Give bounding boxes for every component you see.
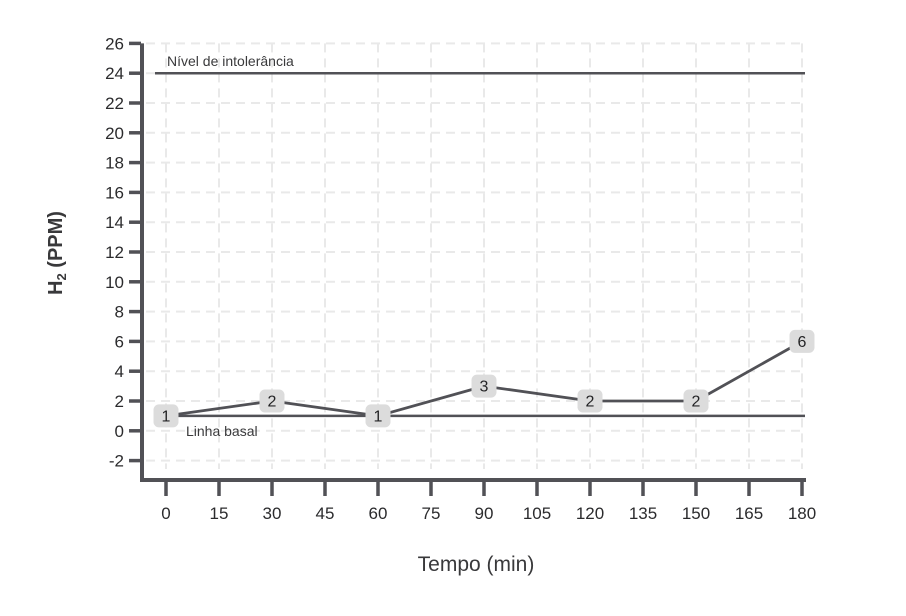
x-tick-label: 135 — [629, 504, 657, 523]
y-axis-title: H2 (PPM) — [45, 211, 69, 295]
x-tick-label: 30 — [263, 504, 282, 523]
x-tick-label: 15 — [210, 504, 229, 523]
x-tick-label: 150 — [682, 504, 710, 523]
annotation-intolerance-label: Nível de intolerância — [167, 53, 294, 69]
point-label: 2 — [692, 394, 701, 411]
point-label-box — [365, 404, 391, 428]
x-tick-label: 75 — [422, 504, 441, 523]
y-tick-label: 2 — [115, 392, 124, 411]
point-label-box — [471, 374, 497, 398]
point-label: 2 — [586, 394, 595, 411]
point-label: 6 — [798, 334, 807, 351]
x-tick-label: 120 — [576, 504, 604, 523]
x-tick-label: 45 — [316, 504, 335, 523]
y-tick-label: 10 — [105, 273, 124, 292]
y-tick-label: 20 — [105, 124, 124, 143]
x-tick-label: 0 — [161, 504, 170, 523]
y-tick-label: 8 — [115, 303, 124, 322]
x-tick-label: 180 — [788, 504, 816, 523]
y-axis-title-rest: (PPM) — [45, 211, 67, 273]
y-tick-label: 18 — [105, 154, 124, 173]
point-label: 1 — [374, 408, 383, 425]
y-tick-label: 14 — [105, 213, 124, 232]
y-tick-label: 4 — [115, 362, 124, 381]
y-tick-label: 6 — [115, 332, 124, 351]
point-label: 2 — [268, 394, 277, 411]
y-tick-label: 24 — [105, 64, 124, 83]
point-label: 3 — [480, 379, 489, 396]
point-label-box — [153, 404, 179, 428]
x-tick-label: 90 — [475, 504, 494, 523]
point-label-box — [577, 389, 603, 413]
x-tick-label: 105 — [523, 504, 551, 523]
x-axis-title: Tempo (min) — [418, 553, 535, 576]
y-axis-title-base: H — [45, 281, 67, 295]
point-label-box — [789, 329, 815, 353]
x-tick-label: 165 — [735, 504, 763, 523]
x-tick-label: 60 — [369, 504, 388, 523]
point-label-box — [259, 389, 285, 413]
y-tick-label: 12 — [105, 243, 124, 262]
y-tick-label: 26 — [105, 34, 124, 53]
y-axis-title-sub: 2 — [54, 273, 69, 280]
point-label: 1 — [162, 408, 171, 425]
y-tick-label: 0 — [115, 422, 124, 441]
y-tick-label: -2 — [109, 452, 124, 471]
annotation-baseline-label: Linha basal — [186, 423, 258, 439]
point-label-box — [683, 389, 709, 413]
y-tick-label: 22 — [105, 94, 124, 113]
y-tick-label: 16 — [105, 183, 124, 202]
